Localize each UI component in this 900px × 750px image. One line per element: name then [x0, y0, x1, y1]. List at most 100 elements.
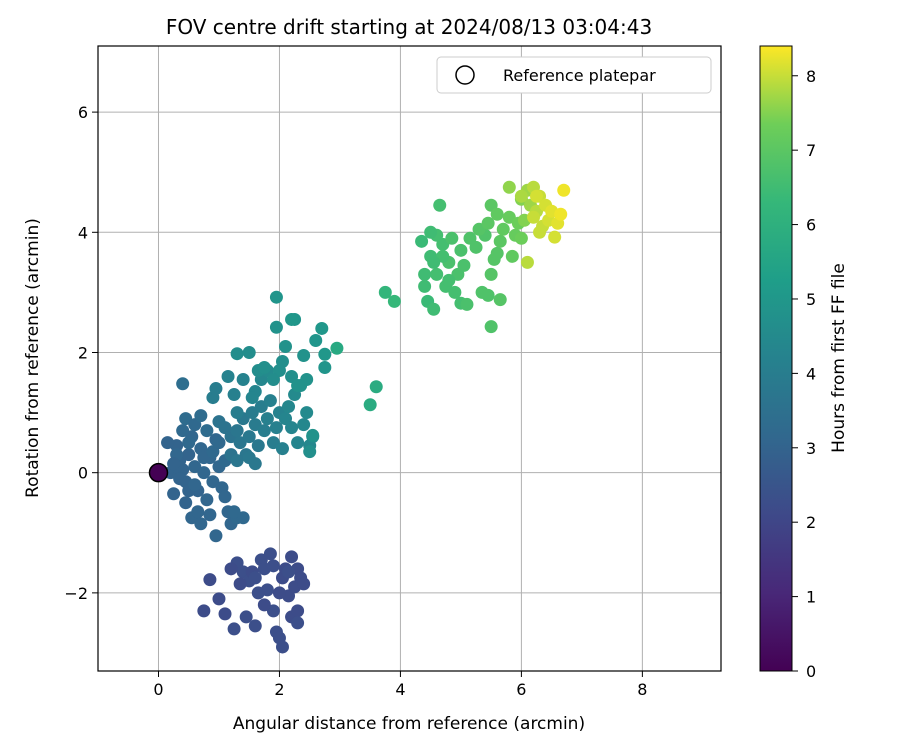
y-axis-ticks: −2 0 2 4 6 [64, 103, 98, 603]
data-point [251, 586, 265, 600]
data-point [218, 490, 232, 504]
data-point [197, 604, 211, 618]
data-point [269, 290, 283, 304]
x-axis-label: Angular distance from reference (arcmin) [233, 714, 585, 734]
data-point [197, 466, 211, 480]
data-point [315, 321, 329, 335]
data-point [191, 505, 205, 519]
x-tick-label: 4 [395, 680, 405, 699]
data-point [269, 320, 283, 334]
data-point [233, 577, 247, 591]
data-point [257, 361, 271, 375]
colorbar-tick-label: 0 [806, 662, 816, 681]
legend: Reference platepar [436, 56, 712, 94]
data-point [490, 246, 504, 260]
data-point [282, 400, 296, 414]
data-point [300, 406, 314, 420]
data-point [203, 508, 217, 522]
colorbar-tick-label: 4 [806, 364, 816, 383]
data-point [533, 225, 547, 239]
y-tick-label: 2 [78, 343, 88, 362]
colorbar: 0 1 2 3 4 5 6 7 8 Hours from first FF file [759, 45, 849, 681]
colorbar-tick-label: 5 [806, 290, 816, 309]
legend-box [436, 56, 712, 94]
data-point [309, 333, 323, 347]
data-point [242, 345, 256, 359]
data-point [239, 610, 253, 624]
data-point [167, 487, 181, 501]
grid-lines [98, 46, 721, 671]
data-point [285, 421, 299, 435]
data-point [275, 640, 289, 654]
data-point [493, 234, 507, 248]
data-point [227, 622, 241, 636]
data-point [257, 424, 271, 438]
data-point [200, 424, 214, 438]
data-point [248, 457, 262, 471]
data-point [291, 604, 305, 618]
data-point [484, 267, 498, 281]
data-point [330, 341, 344, 355]
data-point [167, 457, 181, 471]
y-tick-label: 4 [78, 223, 88, 242]
x-tick-label: 6 [516, 680, 526, 699]
colorbar-tick-label: 2 [806, 513, 816, 532]
data-point [415, 234, 429, 248]
data-point [230, 347, 244, 361]
data-point [200, 493, 214, 507]
data-point [481, 288, 495, 302]
data-point [176, 424, 190, 438]
data-point [242, 430, 256, 444]
data-point [203, 573, 217, 587]
data-point [230, 454, 244, 468]
data-point [378, 285, 392, 299]
data-point [221, 370, 235, 384]
data-point [548, 230, 562, 244]
data-point [182, 448, 196, 462]
data-point [279, 339, 293, 353]
data-point [257, 598, 271, 612]
data-point [173, 472, 187, 486]
data-point [282, 565, 296, 579]
data-point [248, 619, 262, 633]
data-point [245, 391, 259, 405]
colorbar-ticks: 0 1 2 3 4 5 6 7 8 [792, 67, 816, 681]
data-point [212, 592, 226, 606]
colorbar-tick-label: 3 [806, 439, 816, 458]
data-point [418, 279, 432, 293]
data-point [427, 302, 441, 316]
data-point [266, 373, 280, 387]
colorbar-tick-label: 8 [806, 67, 816, 86]
colorbar-label: Hours from first FF file [829, 263, 849, 453]
data-point [266, 559, 280, 573]
x-tick-label: 8 [637, 680, 647, 699]
data-point [369, 380, 383, 394]
legend-marker-icon [455, 65, 475, 85]
data-point [554, 207, 568, 221]
data-point [218, 607, 232, 621]
data-point [306, 428, 320, 442]
data-point [194, 409, 208, 423]
data-point [176, 377, 190, 391]
y-axis-label: Rotation from reference (arcmin) [23, 218, 43, 498]
data-point [248, 571, 262, 585]
y-tick-label: −2 [64, 584, 88, 603]
data-point [230, 424, 244, 438]
x-tick-label: 2 [274, 680, 284, 699]
chart-title: FOV centre drift starting at 2024/08/13 … [166, 15, 652, 39]
plot-frame [97, 45, 722, 672]
data-point [182, 436, 196, 450]
data-point [505, 249, 519, 263]
data-point [251, 439, 265, 453]
y-tick-label: 0 [78, 464, 88, 483]
data-point [236, 373, 250, 387]
data-point [424, 225, 438, 239]
data-point [227, 505, 241, 519]
data-point [460, 297, 474, 311]
y-tick-label: 6 [78, 103, 88, 122]
data-point [291, 379, 305, 393]
data-point [457, 258, 471, 272]
data-point [557, 183, 571, 197]
reference-platepar-marker [148, 462, 169, 483]
colorbar-tick-label: 1 [806, 588, 816, 607]
